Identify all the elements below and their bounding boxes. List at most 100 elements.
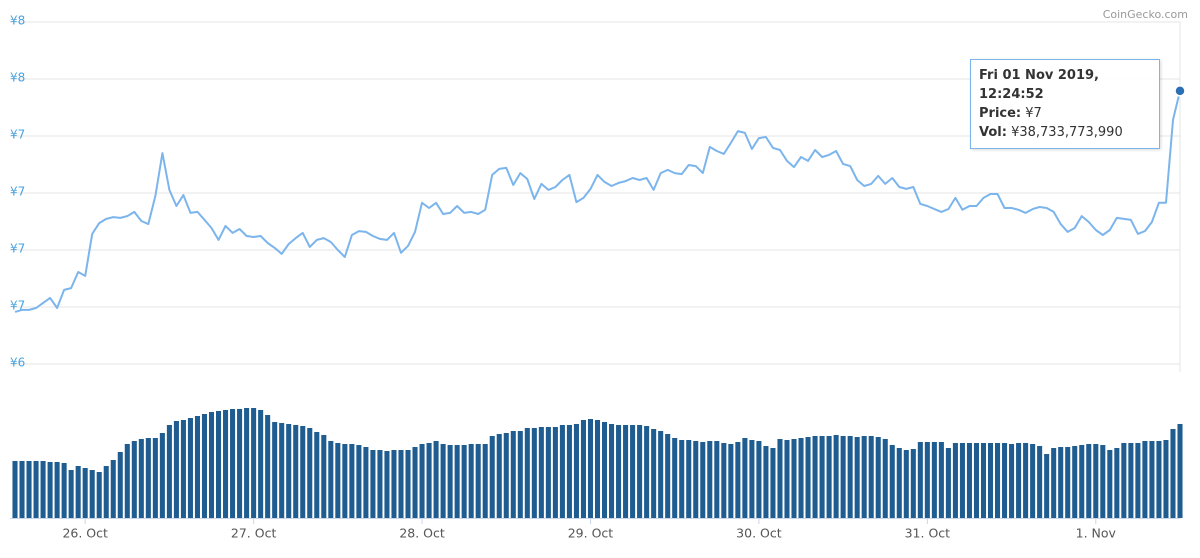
volume-bar bbox=[258, 410, 264, 518]
volume-bar bbox=[468, 444, 474, 518]
volume-bar bbox=[440, 444, 446, 518]
volume-bar bbox=[180, 420, 186, 518]
volume-bar bbox=[658, 431, 664, 518]
volume-bar bbox=[321, 435, 327, 518]
volume-bar bbox=[973, 443, 980, 518]
volume-bar bbox=[1016, 443, 1022, 518]
volume-bar bbox=[187, 418, 193, 518]
volume-bar bbox=[328, 441, 334, 518]
volume-bar bbox=[524, 428, 530, 518]
volume-bar bbox=[237, 409, 243, 518]
volume-bar bbox=[12, 461, 18, 518]
x-tick-label: 29. Oct bbox=[568, 526, 614, 541]
volume-bar bbox=[1058, 447, 1064, 518]
volume-bar bbox=[363, 447, 369, 518]
volume-bar bbox=[503, 433, 509, 518]
volume-bar bbox=[426, 443, 432, 518]
volume-bar bbox=[1086, 444, 1092, 518]
volume-bar bbox=[552, 427, 558, 518]
tooltip-date-text: Fri 01 Nov 2019, 12:24:52 bbox=[979, 68, 1099, 102]
y-tick-label: ¥7 bbox=[10, 185, 25, 199]
volume-bar bbox=[959, 443, 965, 518]
volume-bar bbox=[307, 428, 313, 518]
volume-bar bbox=[349, 444, 355, 518]
volume-bar bbox=[728, 444, 734, 518]
volume-bar bbox=[573, 424, 579, 518]
x-tick-label: 28. Oct bbox=[399, 526, 445, 541]
volume-bar bbox=[279, 423, 285, 518]
volume-bar bbox=[1072, 446, 1078, 518]
volume-bar bbox=[756, 441, 762, 518]
volume-bar bbox=[461, 445, 467, 518]
volume-bar bbox=[131, 441, 137, 518]
volume-bar bbox=[173, 421, 179, 518]
volume-bar bbox=[244, 408, 250, 518]
credit[interactable]: CoinGecko.com bbox=[1102, 8, 1188, 21]
volume-bar bbox=[1177, 423, 1183, 518]
volume-bar bbox=[19, 461, 25, 518]
volume-bar bbox=[924, 442, 930, 518]
volume-bar bbox=[896, 448, 902, 518]
volume-bar bbox=[594, 420, 601, 518]
volume-bar bbox=[798, 438, 804, 518]
volume-bar bbox=[1093, 444, 1099, 518]
volume-bar bbox=[510, 431, 516, 518]
y-tick-label: ¥8 bbox=[10, 14, 25, 28]
volume-bar bbox=[840, 436, 846, 518]
volume-bar bbox=[812, 436, 818, 518]
x-tick-label: 31. Oct bbox=[905, 526, 951, 541]
volume-bar bbox=[938, 442, 944, 518]
volume-bar bbox=[454, 445, 460, 518]
volume-bar bbox=[601, 422, 608, 518]
volume-bar bbox=[159, 433, 165, 518]
volume-bar bbox=[742, 438, 748, 518]
volume-bar bbox=[1128, 443, 1134, 518]
volume-bar bbox=[995, 443, 1001, 518]
volume-bar bbox=[335, 443, 341, 518]
volume-bar bbox=[819, 436, 825, 518]
volume-bar bbox=[61, 463, 67, 518]
volume-bar bbox=[714, 441, 720, 518]
volume-bar bbox=[215, 411, 222, 518]
volume-bar bbox=[868, 436, 874, 518]
volume-bar bbox=[251, 408, 257, 518]
tooltip-vol: Vol: ¥38,733,773,990 bbox=[979, 123, 1151, 142]
volume-bar bbox=[854, 437, 860, 518]
y-tick-label: ¥8 bbox=[10, 71, 25, 85]
volume-bar bbox=[721, 443, 727, 518]
volume-bar bbox=[265, 415, 271, 518]
volume-bar bbox=[1051, 448, 1057, 518]
volume-bar bbox=[103, 466, 109, 518]
volume-bar bbox=[686, 440, 692, 518]
volume-bar bbox=[208, 412, 215, 518]
volume-bar bbox=[54, 462, 60, 518]
volume-bar bbox=[672, 438, 678, 518]
volume-bar bbox=[805, 437, 811, 518]
x-tick-label: 30. Oct bbox=[736, 526, 782, 541]
volume-bar bbox=[26, 461, 32, 518]
volume-bar bbox=[791, 439, 797, 518]
volume-bar bbox=[693, 441, 699, 518]
volume-bar bbox=[475, 444, 481, 518]
volume-bar bbox=[405, 450, 411, 518]
volume-bar bbox=[1037, 446, 1043, 518]
volume-bar bbox=[637, 425, 643, 518]
hover-marker bbox=[1174, 85, 1186, 97]
volume-bar bbox=[903, 450, 909, 518]
volume-bar bbox=[931, 442, 937, 518]
volume-bar bbox=[447, 445, 453, 518]
volume-bar bbox=[230, 409, 236, 518]
volume-bar bbox=[1121, 443, 1127, 518]
volume-bar bbox=[1142, 441, 1148, 518]
volume-bar bbox=[1170, 429, 1176, 518]
volume-bar bbox=[623, 425, 629, 518]
volume-bar bbox=[707, 441, 713, 518]
volume-bar bbox=[300, 426, 306, 518]
volume-bar bbox=[770, 448, 776, 518]
volume-bar bbox=[124, 444, 130, 518]
volume-bar bbox=[68, 470, 74, 518]
volume-bar bbox=[559, 425, 565, 518]
volume-bar bbox=[89, 470, 95, 518]
volume-bar bbox=[587, 419, 594, 518]
